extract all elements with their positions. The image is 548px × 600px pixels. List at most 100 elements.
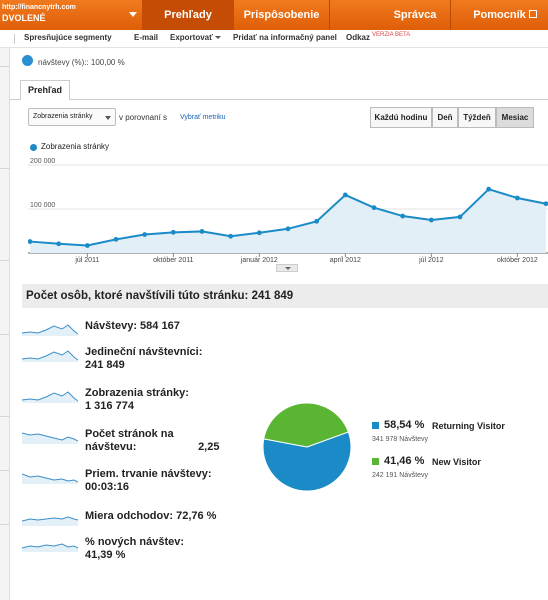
metric-select[interactable]: Zobrazenia stránky xyxy=(28,108,116,126)
metric-label: Počet stránok na návštevu: 2,25 xyxy=(85,428,219,454)
x-tick-label: apríl 2012 xyxy=(330,257,361,264)
data-point xyxy=(113,236,119,242)
tab-underline xyxy=(10,99,548,100)
caret-down-icon xyxy=(214,36,221,40)
segment-pie-icon xyxy=(22,55,33,66)
sparkline-line xyxy=(22,473,78,483)
metric-value: 241 849 xyxy=(85,359,125,371)
data-point xyxy=(457,214,463,220)
beta-badge: VERZIA BETA xyxy=(372,32,411,38)
metric-sparkline xyxy=(22,324,78,336)
pick-metric-link[interactable]: Vybrať metriku xyxy=(180,114,226,121)
data-point xyxy=(170,229,176,235)
site-url: http://financnytrh.com xyxy=(2,4,76,11)
x-tick-label: júl 2012 xyxy=(418,257,444,264)
sidebar-divider xyxy=(0,260,10,261)
data-point xyxy=(314,218,320,224)
email-button[interactable]: E-mail xyxy=(134,33,159,42)
data-point xyxy=(371,205,377,211)
data-point xyxy=(28,239,33,244)
metric-value: 00:03:16 xyxy=(85,481,130,493)
site-selector[interactable]: http://financnytrh.com DVOLENÉ xyxy=(0,0,142,30)
series-area xyxy=(30,189,546,253)
data-point xyxy=(486,186,492,192)
new-label: New Visitor xyxy=(432,457,481,467)
help-label: Pomocník xyxy=(473,9,526,21)
metric-sparkline xyxy=(22,516,78,526)
caret-down-icon xyxy=(285,267,291,270)
metric-value: 1 316 774 xyxy=(85,400,134,412)
metric-label: Návštevy: 584 167 xyxy=(85,320,180,333)
nav-tab-reports[interactable]: Prehľady xyxy=(142,0,234,30)
granularity-hourly-button[interactable]: Každú hodinu xyxy=(370,107,432,128)
data-point xyxy=(199,229,205,234)
add-to-dashboard-button[interactable]: Pridať na informačný panel xyxy=(233,33,337,42)
nav-tab-admin[interactable]: Správca xyxy=(393,9,437,21)
metric-name: Priem. trvanie návštevy: xyxy=(85,468,212,480)
granularity-day-button[interactable]: Deň xyxy=(432,107,458,128)
metric-value: 72,76 % xyxy=(176,510,217,522)
returning-legend-swatch xyxy=(372,422,379,429)
metric-value: 584 167 xyxy=(140,320,180,332)
granularity-month-button[interactable]: Mesiac xyxy=(496,107,534,128)
advanced-segments-button[interactable]: Spresňujúce segmenty xyxy=(24,33,112,42)
returning-slice xyxy=(262,431,352,492)
metric-name: Miera odchodov: xyxy=(85,510,174,522)
nav-tab-customization[interactable]: Prispôsobenie xyxy=(243,9,320,21)
sparkline-line xyxy=(22,516,78,522)
series-legend-dot xyxy=(30,144,37,151)
new-percent: 41,46 % xyxy=(384,455,425,467)
metric-sparkline xyxy=(22,432,78,444)
sidebar-divider xyxy=(0,334,10,335)
data-point xyxy=(228,233,234,239)
chart-resize-handle[interactable] xyxy=(276,264,298,272)
metric-value: 41,39 % xyxy=(85,549,126,561)
sidebar-divider xyxy=(0,168,10,169)
metric-label: Zobrazenia stránky: 1 316 774 xyxy=(85,387,189,413)
returning-visits: 341 978 Návštevy xyxy=(372,436,429,443)
sparkline-line xyxy=(22,350,78,361)
metric-label: Priem. trvanie návštevy: 00:03:16 xyxy=(85,468,212,494)
chevron-down-icon xyxy=(129,12,137,17)
returning-label: Returning Visitor xyxy=(432,421,505,431)
sidebar-divider xyxy=(0,524,10,525)
metric-label: Miera odchodov: 72,76 % xyxy=(85,510,216,523)
metric-name: Návštevy: xyxy=(85,320,137,332)
shortcut-button[interactable]: Odkaz xyxy=(346,33,371,42)
sparkline-line xyxy=(22,324,78,335)
data-point xyxy=(543,201,548,207)
sparkline-line xyxy=(22,543,78,549)
new-legend-swatch xyxy=(372,458,379,465)
x-tick-label: január 2012 xyxy=(240,257,278,264)
external-link-icon xyxy=(528,10,537,19)
report-toolbar: Spresňujúce segmenty E-mail Exportovať P… xyxy=(0,30,548,48)
nav-tab-help[interactable]: Pomocník xyxy=(462,0,548,30)
pageviews-line-chart[interactable]: 200 000 100 000 júl 2011 október 2011 január… xyxy=(28,157,548,275)
metric-sparkline xyxy=(22,350,78,362)
visitor-type-pie-chart[interactable] xyxy=(262,402,352,492)
data-point xyxy=(142,232,148,237)
data-point xyxy=(84,243,90,248)
data-point xyxy=(428,217,434,223)
toolbar-divider xyxy=(14,34,15,44)
tab-overview[interactable]: Prehľad xyxy=(20,80,70,100)
nav-separator xyxy=(450,0,451,30)
data-point xyxy=(285,226,291,232)
metric-sparkline xyxy=(22,473,78,484)
returning-percent: 58,54 % xyxy=(384,419,425,431)
new-slice xyxy=(263,402,349,448)
summary-title: Počet osôb, ktoré navštívili túto stránk… xyxy=(26,290,294,302)
metric-sparkline xyxy=(22,391,78,403)
y-tick-label: 100 000 xyxy=(30,202,55,209)
sidebar-divider xyxy=(0,66,10,67)
granularity-week-button[interactable]: Týždeň xyxy=(458,107,496,128)
summary-header-background xyxy=(22,284,548,308)
sparkline-area xyxy=(22,517,78,526)
data-point xyxy=(56,241,62,247)
export-button[interactable]: Exportovať xyxy=(170,33,221,42)
data-point xyxy=(256,230,262,236)
x-tick-label: október 2011 xyxy=(153,257,193,264)
data-point xyxy=(400,213,406,219)
export-label: Exportovať xyxy=(170,33,213,42)
sparkline-area xyxy=(22,544,78,552)
